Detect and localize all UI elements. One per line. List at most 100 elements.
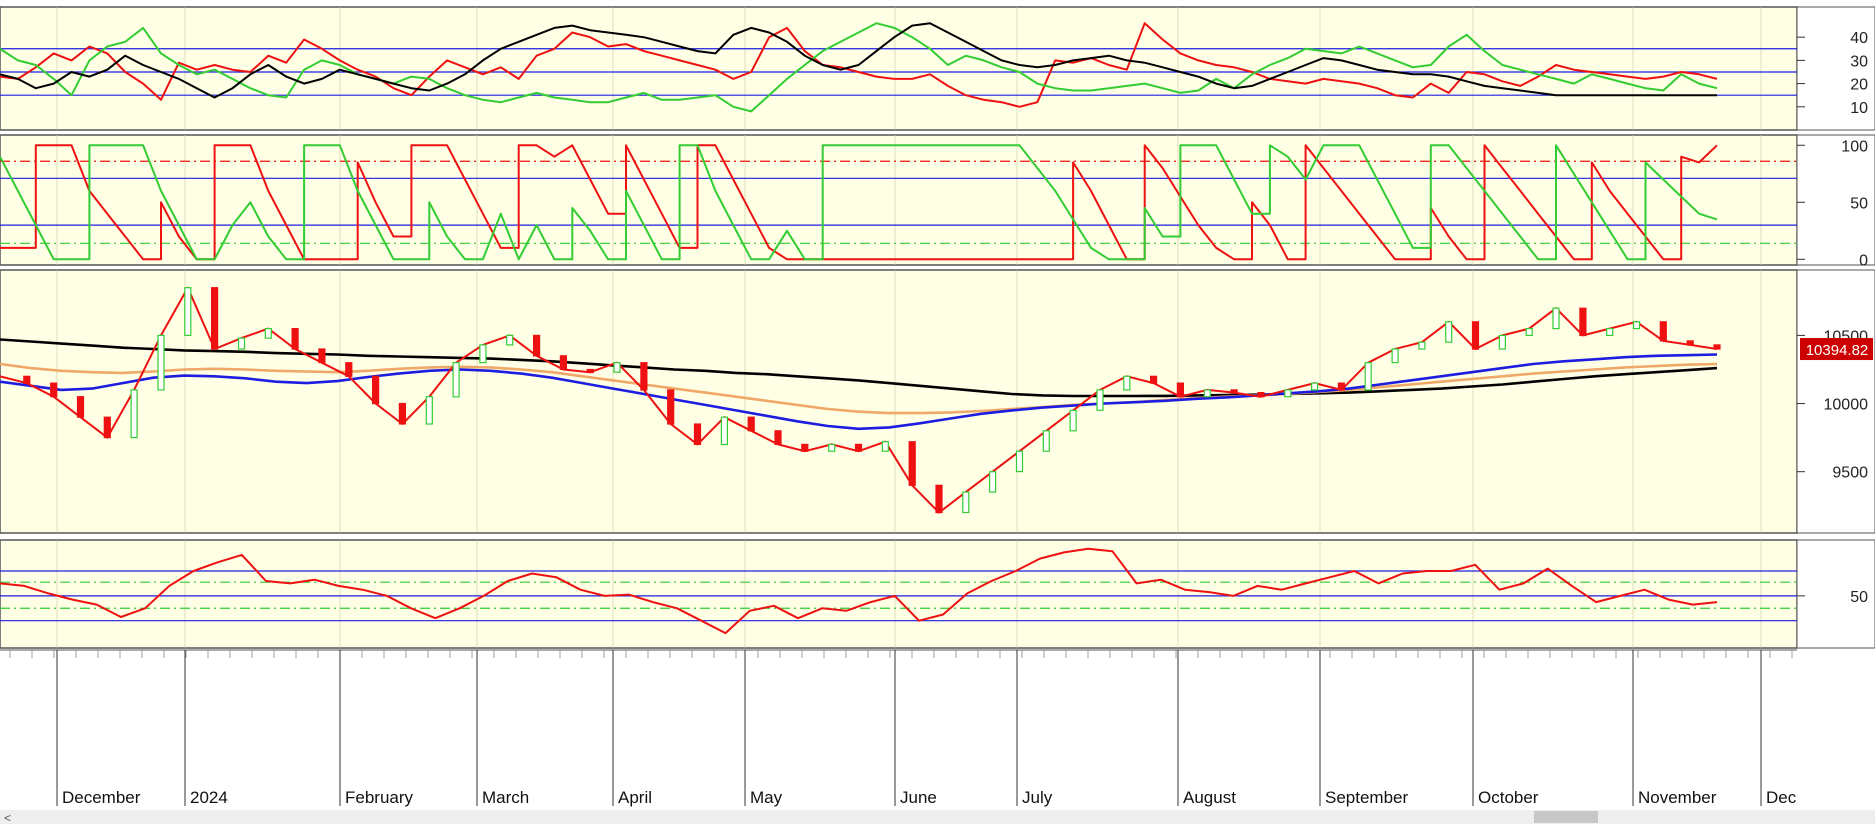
price-candle xyxy=(398,402,406,425)
price-candle xyxy=(506,334,514,346)
price-series-orange xyxy=(0,362,1718,415)
price-candle xyxy=(479,344,487,364)
axis-background xyxy=(1796,134,1875,266)
last-price-badge xyxy=(1800,338,1873,361)
x-month-label: August xyxy=(1183,788,1236,807)
price-candle xyxy=(425,396,433,425)
price-candle xyxy=(1579,307,1587,337)
price-candle xyxy=(1686,340,1694,346)
price-candle xyxy=(103,416,111,439)
price-candle xyxy=(1364,362,1372,391)
price-candle xyxy=(1418,341,1426,350)
price-candle xyxy=(1042,430,1050,452)
x-month-label: April xyxy=(618,788,652,807)
x-axis-band xyxy=(0,650,1875,810)
x-month-label: June xyxy=(900,788,937,807)
last-price-label: 10394.82 xyxy=(1806,342,1869,359)
price-candle xyxy=(640,362,648,391)
price-candle xyxy=(747,416,755,432)
price-series-black xyxy=(0,338,1718,398)
x-month-label: July xyxy=(1022,788,1053,807)
x-month-label: May xyxy=(750,788,783,807)
y-tick-label: 100 xyxy=(1841,138,1868,155)
dmi-series-green xyxy=(0,22,1718,113)
x-month-label: 2024 xyxy=(190,788,228,807)
price-candle xyxy=(1552,307,1560,330)
price-candle xyxy=(988,471,997,493)
price-candle xyxy=(1632,321,1641,330)
price-candle xyxy=(211,287,219,350)
price-candle xyxy=(1606,328,1614,337)
aroon-series-red xyxy=(0,144,1718,261)
axis-background xyxy=(1796,269,1875,534)
y-tick-label: 40 xyxy=(1850,30,1868,47)
x-month-label: Dec xyxy=(1766,788,1797,807)
price-candle xyxy=(345,362,353,377)
price-candle xyxy=(1445,321,1453,343)
scrollbar-thumb[interactable] xyxy=(1534,811,1598,823)
price-candle xyxy=(667,389,675,425)
price-candle xyxy=(1284,389,1292,398)
x-month-label: December xyxy=(62,788,141,807)
price-candle xyxy=(881,441,889,452)
price-candle xyxy=(1498,334,1507,350)
panel-background xyxy=(0,6,1798,131)
rsi-series-red xyxy=(0,547,1718,635)
price-candle xyxy=(1310,382,1319,391)
price-candle xyxy=(1203,389,1211,398)
price-candle xyxy=(532,334,541,357)
price-series-blue xyxy=(0,353,1718,431)
y-tick-label: 9500 xyxy=(1832,465,1868,482)
y-tick-label: 30 xyxy=(1850,53,1868,70)
axis-background xyxy=(1796,539,1875,649)
price-candle xyxy=(76,396,85,418)
x-month-label: February xyxy=(345,788,414,807)
price-candle xyxy=(1069,409,1077,432)
aroon-series-green xyxy=(0,144,1718,261)
price-candle xyxy=(23,375,31,384)
price-candle xyxy=(318,348,326,364)
price-candle xyxy=(184,287,192,337)
price-candle xyxy=(237,337,246,350)
price-candle xyxy=(291,328,299,350)
panel-background xyxy=(0,269,1798,534)
panel-background xyxy=(0,539,1798,649)
x-month-label: March xyxy=(482,788,529,807)
price-candle xyxy=(935,484,943,514)
price-candle xyxy=(1713,344,1721,350)
horizontal-scrollbar[interactable] xyxy=(0,810,1875,824)
price-candle xyxy=(1525,328,1533,337)
price-candle xyxy=(264,328,272,339)
price-candle xyxy=(452,362,460,398)
price-candle xyxy=(908,441,916,486)
price-candle xyxy=(854,443,863,452)
price-candle xyxy=(962,491,970,514)
price-candle xyxy=(130,389,138,439)
price-candle xyxy=(1257,392,1265,398)
price-candle xyxy=(1391,348,1399,364)
dmi-series-red xyxy=(0,22,1718,108)
price-candle xyxy=(693,423,702,445)
price-candle xyxy=(1471,321,1480,350)
x-month-label: November xyxy=(1638,788,1717,807)
x-month-label: September xyxy=(1325,788,1408,807)
price-candle xyxy=(1659,321,1667,342)
price-candle xyxy=(1149,375,1158,384)
axis-background xyxy=(1796,6,1875,131)
y-tick-label: 20 xyxy=(1850,77,1868,94)
price-candle xyxy=(157,334,165,391)
x-month-label: October xyxy=(1478,788,1539,807)
price-candle xyxy=(50,382,58,398)
y-tick-label: 10000 xyxy=(1824,397,1869,414)
price-candle xyxy=(613,362,621,373)
price-candle xyxy=(1015,450,1024,473)
price-candle xyxy=(720,416,729,446)
y-tick-label: 0 xyxy=(1859,252,1868,269)
y-tick-label: 50 xyxy=(1850,195,1868,212)
scroll-left-icon[interactable]: < xyxy=(4,811,11,825)
price-candle xyxy=(1176,382,1185,398)
price-candle xyxy=(801,443,809,452)
price-candle xyxy=(1123,375,1131,391)
